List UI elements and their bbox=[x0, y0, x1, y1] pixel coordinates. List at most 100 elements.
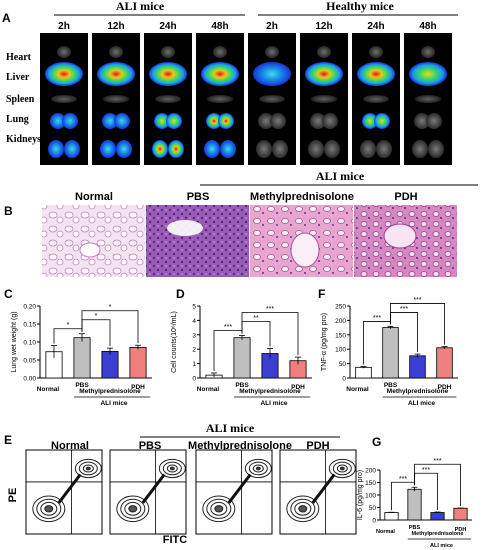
contour bbox=[298, 505, 308, 513]
time-label: 2h bbox=[58, 21, 70, 32]
category-label: PDH bbox=[455, 527, 467, 533]
contour bbox=[210, 501, 228, 516]
heart-signal bbox=[265, 46, 279, 58]
bar bbox=[436, 347, 453, 379]
flow-plot bbox=[25, 449, 103, 535]
panel-b-letter: B bbox=[4, 204, 13, 218]
significance-marker: *** bbox=[422, 467, 430, 474]
bar bbox=[409, 355, 426, 379]
lung-signal bbox=[258, 113, 274, 129]
flow-plot-frame bbox=[279, 449, 357, 535]
panel-letter: F bbox=[318, 287, 325, 301]
significance-marker: ** bbox=[253, 315, 259, 322]
category-label: Normal bbox=[37, 386, 60, 393]
significance-marker: * bbox=[67, 322, 70, 329]
histology-group-label: ALI mice bbox=[316, 169, 365, 183]
contour bbox=[255, 466, 261, 471]
contour bbox=[206, 498, 232, 519]
category-label: PBS bbox=[384, 382, 398, 389]
time-label: 24h bbox=[367, 21, 384, 32]
contour bbox=[85, 466, 91, 471]
chart-d: D 0 1 2 3 4 5 Cell counts(10⁶/mL) Normal PBSMethy… bbox=[171, 287, 312, 407]
liver-signal bbox=[305, 62, 343, 86]
contour bbox=[214, 505, 224, 513]
bar bbox=[453, 507, 468, 521]
heart-signal bbox=[317, 46, 331, 58]
y-axis-label: Lung wet weight (g) bbox=[11, 311, 18, 372]
significance-marker: *** bbox=[266, 306, 274, 313]
spleen-signal bbox=[103, 95, 129, 103]
histology-label: PDH bbox=[394, 191, 417, 203]
spleen-signal bbox=[207, 95, 233, 103]
population-bridge bbox=[57, 473, 82, 504]
bar bbox=[73, 337, 91, 379]
liver-signal bbox=[45, 62, 83, 86]
significance-marker: *** bbox=[413, 297, 421, 304]
y-tick-label: 100 bbox=[365, 493, 376, 500]
contour bbox=[339, 466, 345, 471]
time-label: 12h bbox=[315, 21, 332, 32]
category-label: PDH bbox=[291, 384, 305, 391]
significance-bracket bbox=[414, 463, 461, 506]
significance-marker: *** bbox=[400, 306, 408, 313]
y-tick-label: 200 bbox=[335, 318, 346, 325]
histology-image bbox=[42, 205, 145, 277]
ali-mice-header: ALI mice bbox=[116, 0, 165, 13]
airway-lumen bbox=[383, 223, 417, 249]
bar bbox=[430, 512, 445, 521]
panel-letter: D bbox=[176, 287, 185, 301]
time-label: 48h bbox=[419, 21, 436, 32]
panel-b-histology: B ALI mice Normal PBS Methylprednisolone PD… bbox=[4, 169, 478, 277]
lung-signal bbox=[310, 113, 326, 129]
flow-y-axis-label: PE bbox=[7, 488, 19, 503]
spleen-signal bbox=[259, 95, 285, 103]
flow-plot bbox=[109, 449, 187, 535]
bar bbox=[355, 366, 372, 379]
spleen-signal bbox=[51, 95, 77, 103]
flow-x-axis-label: FITC bbox=[163, 534, 187, 546]
kidney-signal bbox=[168, 140, 184, 158]
contour bbox=[82, 464, 94, 473]
bar-charts: C 0.00 0.05 0.10 0.15 0.20 Lung wet weight (g)… bbox=[4, 287, 472, 549]
panel-a-letter: A bbox=[2, 11, 11, 25]
contour bbox=[40, 501, 58, 516]
significance-marker: *** bbox=[433, 458, 441, 465]
population-bridge bbox=[227, 473, 252, 504]
lung-signal bbox=[218, 113, 234, 129]
heart-signal bbox=[213, 46, 227, 58]
lung-signal bbox=[206, 113, 222, 129]
kidney-signal bbox=[256, 140, 272, 158]
lung-signal bbox=[362, 113, 378, 129]
contour bbox=[36, 498, 62, 519]
heart-signal bbox=[369, 46, 383, 58]
bar bbox=[233, 337, 251, 379]
category-label: PBS bbox=[409, 525, 421, 531]
liver-signal bbox=[97, 62, 135, 86]
y-tick-label: 3 bbox=[192, 332, 196, 339]
organ-labels: Heart Liver Spleen Lung Kidneys bbox=[6, 52, 41, 145]
flow-title: ALI mice bbox=[206, 421, 255, 435]
y-tick-label: 0 bbox=[372, 518, 376, 525]
chart-c: C 0.00 0.05 0.10 0.15 0.20 Lung wet weight (g)… bbox=[4, 287, 152, 407]
significance-marker: * bbox=[109, 304, 112, 311]
kidney-signal bbox=[376, 140, 392, 158]
y-tick-label: 0.20 bbox=[23, 304, 36, 311]
contour bbox=[169, 466, 175, 471]
contour bbox=[166, 464, 178, 473]
contour bbox=[286, 495, 320, 523]
contour bbox=[290, 498, 316, 519]
significance-marker: *** bbox=[373, 315, 381, 322]
contour bbox=[120, 498, 146, 519]
histology-label: Methylprednisolone bbox=[250, 191, 354, 203]
organ-label: Spleen bbox=[6, 94, 35, 105]
organ-label: Lung bbox=[6, 114, 29, 125]
airway-lumen bbox=[79, 242, 101, 258]
y-tick-label: 0 bbox=[342, 376, 346, 383]
category-label: Methylprednisolone bbox=[387, 388, 449, 395]
y-tick-label: 100 bbox=[335, 347, 346, 354]
contour bbox=[158, 458, 186, 479]
flow-label: Normal bbox=[51, 440, 89, 452]
contour bbox=[32, 495, 66, 523]
contour bbox=[116, 495, 150, 523]
kidney-signal bbox=[100, 140, 116, 158]
